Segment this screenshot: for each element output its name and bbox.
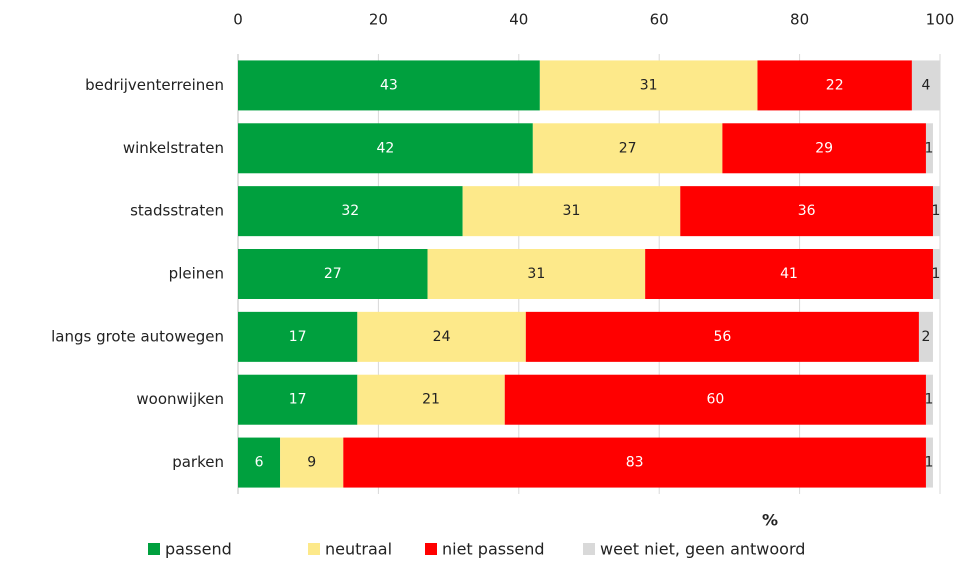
y-tick-label: langs grote autowegen [51, 327, 224, 345]
data-label: 1 [932, 266, 941, 282]
bar-segment [462, 186, 681, 237]
bar-segment [680, 186, 933, 237]
x-tick-label: 100 [926, 11, 955, 29]
x-axis-label: % [762, 511, 778, 530]
bar-segment [925, 123, 933, 174]
y-tick-label: parken [172, 453, 224, 471]
x-tick-label: 60 [650, 11, 669, 29]
data-label: 56 [713, 329, 731, 345]
data-label: 21 [422, 392, 440, 408]
data-label: 36 [798, 203, 816, 219]
data-label: 83 [626, 455, 644, 471]
data-label: 2 [921, 329, 930, 345]
bar-segment [343, 437, 926, 488]
bar-segment [525, 311, 919, 362]
y-tick-label: bedrijventerreinen [85, 76, 224, 94]
data-label: 1 [925, 140, 934, 156]
data-label: 27 [619, 140, 637, 156]
data-label: 31 [640, 77, 658, 93]
bar-segment [504, 374, 926, 425]
bar-segment [238, 186, 463, 237]
data-label: 17 [289, 392, 307, 408]
data-label: 41 [780, 266, 798, 282]
legend-swatch [583, 543, 595, 555]
data-label: 31 [527, 266, 545, 282]
bar-segment [357, 374, 505, 425]
bar-segment [427, 249, 646, 299]
data-label: 43 [380, 77, 398, 93]
legend-label: neutraal [325, 540, 392, 559]
data-label: 1 [925, 392, 934, 408]
data-label: 6 [255, 455, 264, 471]
bar-segment [238, 374, 358, 425]
data-label: 24 [433, 329, 451, 345]
y-tick-label: woonwijken [136, 390, 224, 408]
bar-segment [238, 437, 281, 488]
data-label: 9 [307, 455, 316, 471]
x-tick-label: 0 [233, 11, 243, 29]
bar-segment [539, 60, 758, 111]
y-tick-label: winkelstraten [123, 139, 224, 157]
bar-segment [722, 123, 926, 174]
bar-segment [238, 311, 358, 362]
x-tick-label: 40 [509, 11, 528, 29]
data-label: 27 [324, 266, 342, 282]
bar-segment [911, 60, 940, 111]
data-label: 31 [563, 203, 581, 219]
legend-swatch [425, 543, 437, 555]
data-label: 32 [341, 203, 359, 219]
x-tick-label: 80 [790, 11, 809, 29]
bar-segment [918, 311, 933, 362]
bar-segment [925, 374, 933, 425]
legend-label: passend [165, 540, 232, 559]
data-label: 42 [377, 140, 395, 156]
data-label: 17 [289, 329, 307, 345]
data-label: 1 [932, 203, 941, 219]
x-tick-label: 20 [369, 11, 388, 29]
bar-segment [357, 311, 526, 362]
legend-label: niet passend [442, 540, 545, 559]
y-tick-label: pleinen [169, 265, 224, 283]
bar-segment [757, 60, 912, 111]
bar-segment [645, 249, 933, 299]
bar-segment [932, 249, 940, 299]
bar-segment [238, 249, 428, 299]
y-tick-label: stadsstraten [130, 202, 224, 220]
data-label: 60 [706, 392, 724, 408]
bar-segment [932, 186, 940, 237]
data-label: 4 [921, 77, 930, 93]
legend-swatch [148, 543, 160, 555]
bar-segment [532, 123, 723, 174]
data-label: 29 [815, 140, 833, 156]
bar-segment [238, 123, 533, 174]
bar-segment [280, 437, 344, 488]
data-label: 22 [826, 77, 844, 93]
bar-segment [925, 437, 933, 488]
legend-label: weet niet, geen antwoord [600, 540, 805, 559]
legend-swatch [308, 543, 320, 555]
data-label: 1 [925, 455, 934, 471]
bar-segment [238, 60, 540, 111]
